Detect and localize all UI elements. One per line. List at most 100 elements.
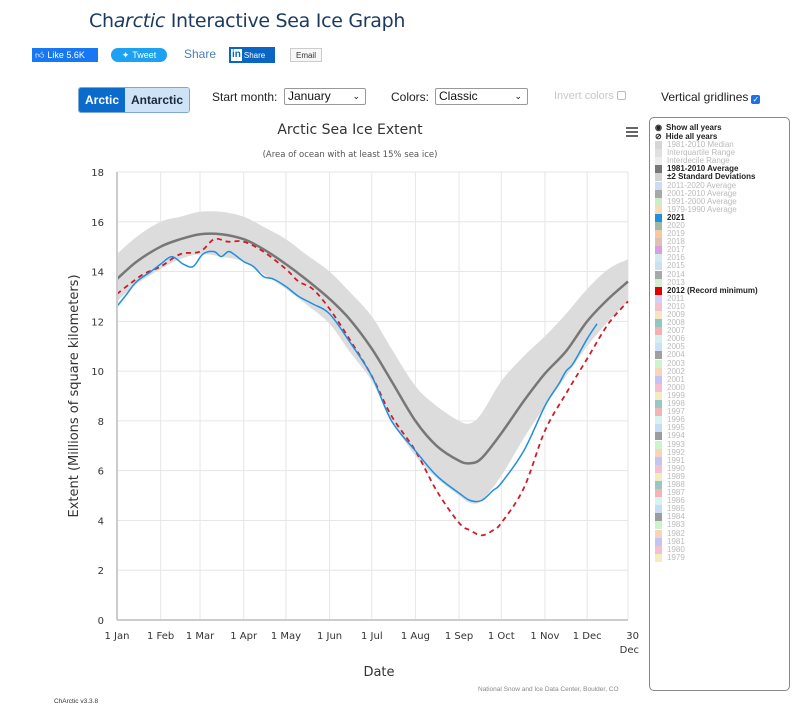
linkedin-share-button[interactable]: in Share [229,47,275,63]
series-2021-line [116,250,598,503]
start-month-select[interactable]: January ⌄ [284,88,366,105]
legend-item[interactable]: 1979 [655,552,789,562]
legend-swatch [655,157,662,166]
tweet-button[interactable]: ✦ Tweet [111,48,167,62]
legend-item[interactable]: 2000 [655,383,789,392]
x-tick-label: 1 Sep [445,631,473,642]
legend-label: 1981-2010 Average [667,164,739,174]
legend-item[interactable]: 1987 [655,489,789,498]
legend-item[interactable]: 1995 [655,424,789,433]
legend-item[interactable]: 2005 [655,343,789,352]
legend-item[interactable]: 1991-2000 Average [655,197,789,206]
legend-item[interactable]: 1979-1990 Average [655,205,789,214]
legend-label: 1984 [667,512,685,522]
legend-label: 1985 [667,504,685,514]
legend-item[interactable]: 2020 [655,220,789,230]
eye-slash-icon: ⊘ [655,132,662,141]
legend-item[interactable]: 1984 [655,512,789,522]
legend-item[interactable]: Interdecile Range [655,157,789,166]
x-tick-label: 30 [626,631,639,642]
legend-item[interactable]: 2002 [655,366,789,376]
legend-item[interactable]: Interquartile Range [655,149,789,158]
legend-item[interactable]: 1988 [655,480,789,489]
arctic-button[interactable]: Arctic [79,88,126,112]
legend-label: 2014 [667,269,685,279]
start-month-value: January [288,89,331,103]
legend-item[interactable]: 1993 [655,440,789,449]
legend-item[interactable]: 2011 [655,293,789,303]
legend-item[interactable]: 2015 [655,261,789,271]
legend-item[interactable]: 1994 [655,432,789,441]
legend-item[interactable]: ±2 Standard Deviations [655,173,789,182]
legend-label: 1979 [667,552,685,562]
legend-item[interactable]: 1983 [655,521,789,530]
legend-item[interactable]: 1999 [655,391,789,400]
legend-item[interactable]: 2019 [655,230,789,239]
legend-item[interactable]: 2018 [655,238,789,247]
legend-item[interactable]: 2012 (Record minimum) [655,286,789,295]
legend-swatch [655,521,662,530]
hide-all-years-button[interactable]: ⊘ Hide all years [655,132,789,141]
chart-title: Arctic Sea Ice Extent [277,122,423,138]
legend-label: 2021 [667,212,685,222]
legend-item[interactable]: 2007 [655,327,789,336]
legend-item[interactable]: 2006 [655,335,789,344]
legend-swatch [655,335,662,344]
legend-item[interactable]: 2016 [655,254,789,263]
legend-label: 2011 [667,293,685,303]
colors-select[interactable]: Classic ⌄ [435,88,528,105]
legend-item[interactable]: 2013 [655,278,789,287]
legend-item[interactable]: 2014 [655,269,789,279]
legend-item[interactable]: 2011-2020 Average [655,181,789,190]
legend-label: 2020 [667,220,685,230]
legend-item[interactable]: 2017 [655,246,789,255]
x-axis-title: Date [363,665,394,680]
chart-subtitle: (Area of ocean with at least 15% sea ice… [262,150,438,160]
legend-label: 2015 [667,261,685,271]
hamburger-menu-icon[interactable] [626,127,638,139]
legend-item[interactable]: 1998 [655,400,789,409]
legend-item[interactable]: 2004 [655,351,789,360]
email-button[interactable]: Email [290,48,322,62]
legend-item[interactable]: 1981-2010 Average [655,164,789,174]
y-tick-label: 10 [91,367,104,378]
legend-item[interactable]: 1989 [655,472,789,481]
legend-item[interactable]: 2001 [655,374,789,384]
legend-swatch [655,505,662,514]
legend-swatch [655,489,662,498]
show-all-years-button[interactable]: ◉ Show all years [655,123,789,132]
legend-swatch [655,302,662,311]
legend-item[interactable]: 2010 [655,302,789,311]
legend-swatch [655,464,662,473]
legend-item[interactable]: 1990 [655,464,789,473]
legend-item[interactable]: 1981-2010 Median [655,141,789,150]
x-tick-label: 1 Aug [401,631,430,642]
legend-item[interactable]: 2008 [655,319,789,328]
antarctic-button[interactable]: Antarctic [125,88,190,112]
legend-item[interactable]: 2021 [655,212,789,222]
axes [116,172,628,621]
vertical-gridlines-checkbox[interactable]: ✓ [751,95,761,104]
x-tick-label: 1 Jan [105,631,130,642]
legend-item[interactable]: 1980 [655,545,789,554]
legend-item[interactable]: 1996 [655,416,789,425]
legend-item[interactable]: 1985 [655,504,789,514]
legend-item[interactable]: 1981 [655,537,789,546]
legend-item[interactable]: 1982 [655,529,789,538]
legend-item[interactable]: 1992 [655,448,789,457]
legend-swatch [655,286,662,295]
legend-swatch [655,141,662,150]
legend-item[interactable]: 2001-2010 Average [655,189,789,198]
legend-item[interactable]: 2003 [655,359,789,368]
legend-label: 2002 [667,366,685,376]
legend-item[interactable]: 1997 [655,408,789,417]
share-link[interactable]: Share [184,47,217,61]
facebook-like-button[interactable]: 👍︎ Like 5.6K [32,48,98,62]
legend-item[interactable]: 2009 [655,311,789,320]
invert-colors-checkbox[interactable] [616,91,626,100]
hemisphere-toggle: Arctic Antarctic [78,87,191,113]
legend-item[interactable]: 1991 [655,456,789,465]
legend-item[interactable]: 1986 [655,497,789,506]
like-label: Like 5.6K [47,50,85,60]
legend-label: 2001 [667,374,685,384]
